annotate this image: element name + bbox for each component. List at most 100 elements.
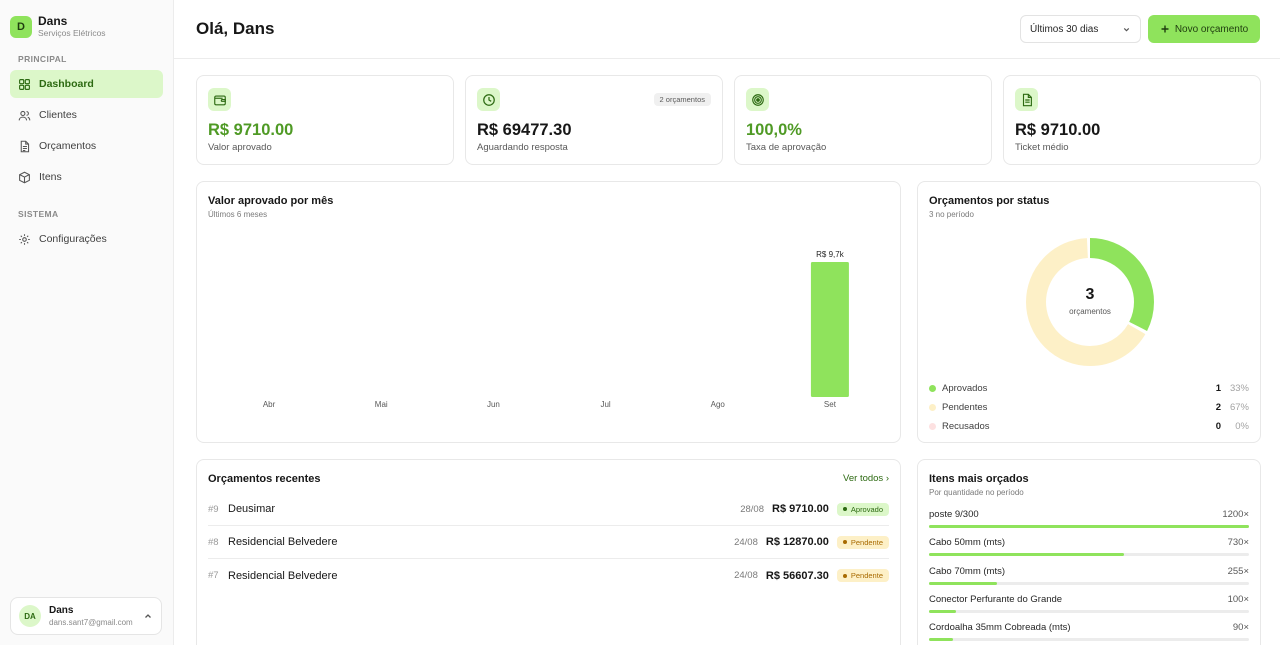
status-subtitle: 3 no período	[929, 210, 974, 219]
sidebar-item-itens[interactable]: Itens	[10, 163, 163, 191]
quote-number: #7	[208, 570, 219, 581]
kpi-value: R$ 69477.30	[477, 121, 572, 139]
item-qty: 90×	[1232, 622, 1249, 634]
item-progress-fill	[929, 553, 1124, 557]
kpi-label: Ticket médio	[1015, 142, 1069, 153]
brand[interactable]: D Dans Serviços Elétricos	[0, 0, 173, 40]
donut-total: 3	[1085, 286, 1095, 303]
user-menu[interactable]: DA Dans dans.sant7@gmail.com	[10, 597, 162, 635]
item-progress-track	[929, 553, 1249, 557]
chevron-down-icon	[1123, 27, 1130, 31]
sidebar-item-orcamentos[interactable]: Orçamentos	[10, 132, 163, 160]
users-icon	[18, 110, 31, 120]
kpi-card-approval-rate: 100,0% Taxa de aprovação	[734, 75, 992, 165]
top-items-title: Itens mais orçados	[929, 473, 1029, 485]
legend-pct: 0%	[1235, 420, 1249, 432]
item-progress-fill	[929, 581, 997, 585]
list-item: Cordoalha 35mm Cobreada (mts) 90×	[929, 622, 1249, 645]
quote-date: 24/08	[734, 536, 758, 548]
legend-label: Pendentes	[942, 401, 988, 413]
document-icon	[20, 140, 30, 152]
quote-client: Residencial Belvedere	[228, 536, 338, 548]
donut-slice[interactable]	[1026, 238, 1154, 366]
legend-dot	[929, 422, 936, 430]
quote-value: R$ 12870.00	[765, 536, 829, 548]
x-tick-label: Set	[824, 400, 837, 409]
kpi-value: 100,0%	[746, 121, 802, 139]
status-text: Pendente	[850, 537, 883, 547]
x-tick-label: Ago	[711, 400, 726, 409]
item-qty: 730×	[1227, 537, 1249, 549]
sidebar-item-configuracoes[interactable]: Configurações	[10, 225, 163, 253]
new-quote-label: Novo orçamento	[1174, 23, 1249, 35]
item-progress-fill	[929, 525, 1249, 528]
item-progress-fill	[929, 609, 956, 613]
kpi-value: R$ 9710.00	[1015, 121, 1101, 139]
legend-label: Recusados	[942, 420, 990, 432]
view-all-link[interactable]: Ver todos ›	[843, 473, 889, 484]
topbar: Olá, Dans Últimos 30 dias Novo orçamento	[174, 0, 1280, 59]
status-text: Aprovado	[850, 504, 883, 514]
legend-dot	[929, 384, 936, 392]
kpi-card-approved: R$ 9710.00 Valor aprovado	[196, 75, 454, 165]
item-qty: 255×	[1227, 565, 1249, 577]
kpi-icon-wrap	[1015, 88, 1038, 111]
table-row[interactable]: #8 Residencial Belvedere 24/08 R$ 12870.…	[208, 526, 889, 559]
bar-chart: Abr Mai Jun Jul Ago R$ 9,7k Set	[263, 250, 849, 409]
kpi-badge: 2 orçamentos	[653, 93, 711, 106]
recent-quotes-card: Orçamentos recentes Ver todos › #9 Deusi…	[196, 459, 901, 645]
sidebar-item-label: Configurações	[39, 233, 107, 245]
brand-logo: D	[10, 16, 32, 38]
table-row[interactable]: #9 Deusimar 28/08 R$ 9710.00 Aprovado	[208, 493, 889, 526]
table-row[interactable]: #7 Residencial Belvedere 24/08 R$ 56607.…	[208, 559, 889, 592]
item-name: Conector Perfurante do Grande	[929, 593, 1063, 605]
top-items-card: Itens mais orçados Por quantidade no per…	[917, 459, 1261, 645]
status-dot	[842, 507, 847, 511]
brand-name: Dans	[38, 14, 68, 28]
status-title: Orçamentos por status	[929, 195, 1050, 207]
date-range-select[interactable]: Últimos 30 dias	[1020, 15, 1141, 43]
list-item: Conector Perfurante do Grande 100×	[929, 594, 1249, 622]
x-tick-label: Jun	[487, 400, 500, 409]
status-badge: Pendente	[836, 569, 889, 582]
item-head: Cabo 70mm (mts) 255×	[929, 566, 1249, 577]
sidebar-item-label: Orçamentos	[39, 140, 97, 152]
brand-subtitle: Serviços Elétricos	[38, 28, 106, 38]
legend-item: Aprovados 1 33%	[929, 381, 1249, 395]
legend-count: 0	[1215, 420, 1221, 432]
item-progress-fill	[929, 638, 953, 642]
legend-pct: 67%	[1229, 401, 1249, 413]
kpi-value: R$ 9710.00	[208, 121, 294, 139]
item-name: Cordoalha 35mm Cobreada (mts)	[929, 622, 1071, 634]
sidebar-item-dashboard[interactable]: Dashboard	[10, 70, 163, 98]
sidebar-item-label: Clientes	[39, 109, 77, 121]
quote-date: 24/08	[734, 570, 758, 581]
donut-chart	[1026, 238, 1154, 366]
status-badge: Pendente	[836, 535, 889, 549]
item-head: poste 9/300 1200×	[929, 509, 1249, 520]
item-head: Cordoalha 35mm Cobreada (mts) 90×	[929, 622, 1249, 633]
user-name: Dans	[49, 604, 74, 616]
chart-title: Valor aprovado por mês	[208, 195, 334, 207]
quote-client: Residencial Belvedere	[228, 569, 338, 582]
user-email: dans.sant7@gmail.com	[49, 617, 133, 627]
date-range-value: Últimos 30 dias	[1030, 23, 1099, 35]
legend-pct: 33%	[1229, 382, 1249, 394]
item-progress-track	[929, 525, 1249, 528]
item-progress-track	[929, 638, 1249, 642]
quote-number: #8	[208, 536, 219, 548]
bar[interactable]	[810, 262, 849, 397]
chart-subtitle: Últimos 6 meses	[208, 210, 268, 219]
sidebar-item-clientes[interactable]: Clientes	[10, 101, 163, 129]
nav-section-sistema: SISTEMA	[18, 209, 59, 219]
item-head: Conector Perfurante do Grande 100×	[929, 594, 1249, 605]
quote-value: R$ 9710.00	[772, 503, 829, 515]
item-head: Cabo 50mm (mts) 730×	[929, 537, 1249, 548]
list-item: Cabo 50mm (mts) 730×	[929, 537, 1249, 565]
top-items-subtitle: Por quantidade no período	[929, 488, 1024, 497]
legend-count: 2	[1215, 401, 1221, 413]
plus-icon	[1161, 25, 1169, 33]
new-quote-button[interactable]: Novo orçamento	[1148, 15, 1260, 43]
donut-slice[interactable]	[1026, 238, 1154, 366]
legend-count: 1	[1215, 382, 1221, 394]
